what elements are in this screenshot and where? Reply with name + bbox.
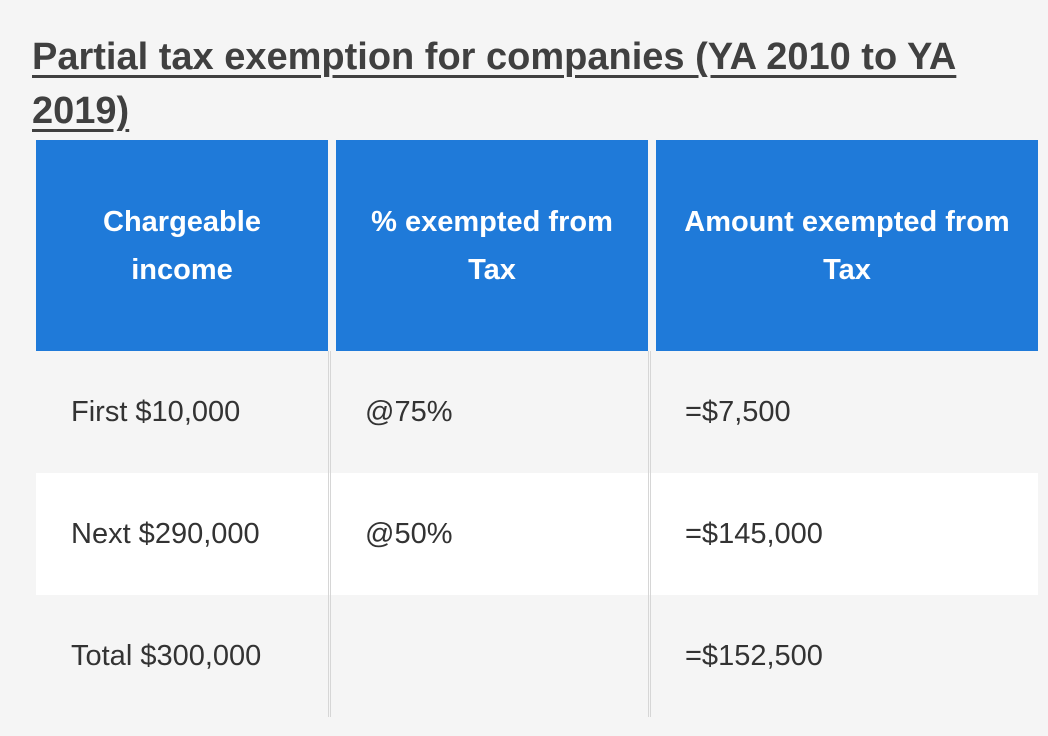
cell-amount: =$7,500 <box>648 351 1038 473</box>
cell-amount: =$152,500 <box>648 595 1038 717</box>
cell-income: Total $300,000 <box>36 595 328 717</box>
cell-income: First $10,000 <box>36 351 328 473</box>
cell-amount: =$145,000 <box>648 473 1038 595</box>
header-chargeable-income: Chargeable income <box>36 140 328 351</box>
cell-percent: @75% <box>328 351 648 473</box>
cell-income: Next $290,000 <box>36 473 328 595</box>
table-row: First $10,000 @75% =$7,500 <box>36 351 1038 473</box>
header-amount-exempted: Amount exempted from Tax <box>648 140 1038 351</box>
tax-exemption-table: Chargeable income % exempted from Tax Am… <box>36 140 1038 717</box>
table-row: Total $300,000 =$152,500 <box>36 595 1038 717</box>
table-row: Next $290,000 @50% =$145,000 <box>36 473 1038 595</box>
cell-percent: @50% <box>328 473 648 595</box>
cell-percent <box>328 595 648 717</box>
page-title: Partial tax exemption for companies (YA … <box>32 36 957 132</box>
header-percent-exempted: % exempted from Tax <box>328 140 648 351</box>
table-header-row: Chargeable income % exempted from Tax Am… <box>36 140 1038 351</box>
